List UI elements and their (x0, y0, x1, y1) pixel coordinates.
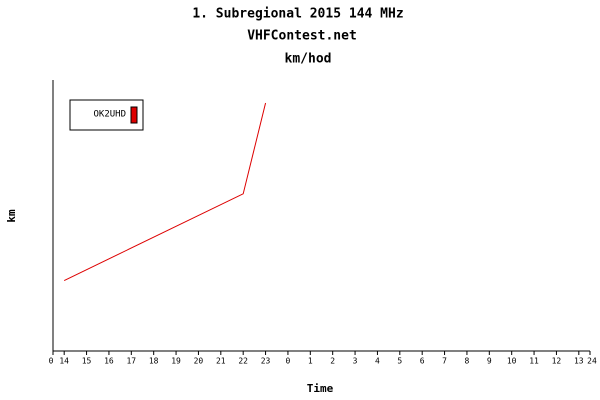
x-tick-label: 18 (149, 357, 159, 366)
y-axis-label: km (5, 209, 18, 223)
x-tick-label: 20 (194, 357, 204, 366)
x-tick-label: 7 (442, 357, 447, 366)
x-tick-label: 5 (397, 357, 402, 366)
legend-swatch (130, 106, 138, 124)
x-tick-label: 0 (286, 357, 291, 366)
x-tick-label: 21 (216, 357, 226, 366)
chart-title: 1. Subregional 2015 144 MHz (192, 7, 403, 22)
x-tick-label: 19 (171, 357, 181, 366)
x-tick-label: 16 (104, 357, 114, 366)
x-tick-label: 24 (587, 357, 597, 366)
x-tick-label: 13 (574, 357, 584, 366)
x-tick-label: 22 (238, 357, 248, 366)
x-axis-label: Time (307, 382, 334, 395)
x-tick-label: 8 (465, 357, 470, 366)
chart-subtitle: VHFContest.net (247, 29, 357, 44)
x-tick-label: 2 (330, 357, 335, 366)
unit-title: km/hod (285, 52, 332, 67)
x-tick-label: 23 (261, 357, 271, 366)
x-tick-label: 6 (420, 357, 425, 366)
x-tick-label: 9 (487, 357, 492, 366)
legend-label: OK2UHD (93, 110, 126, 120)
x-tick-label: 3 (353, 357, 358, 366)
x-tick-label: 0 (49, 357, 54, 366)
line-series (63, 102, 267, 281)
x-tick-label: 11 (529, 357, 539, 366)
x-tick-label: 15 (82, 357, 92, 366)
x-tick-label: 4 (375, 357, 380, 366)
x-tick-label: 14 (59, 357, 69, 366)
x-tick-label: 10 (507, 357, 517, 366)
x-tick-label: 12 (552, 357, 562, 366)
x-tick-label: 17 (126, 357, 136, 366)
x-tick-label: 1 (308, 357, 313, 366)
